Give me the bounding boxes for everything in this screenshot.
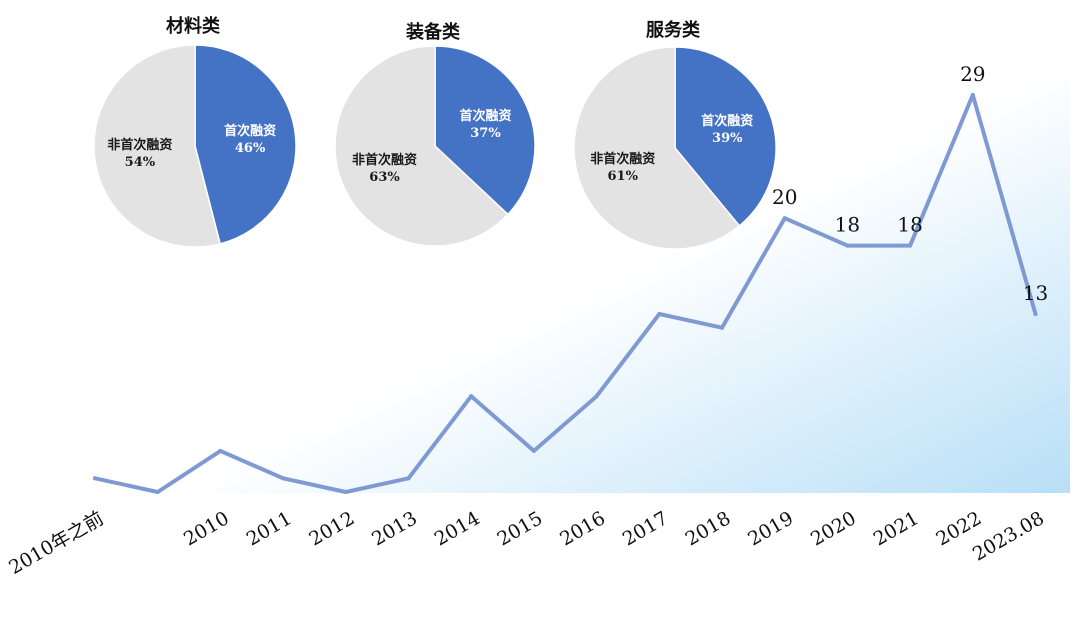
slice-label: 非首次融资 bbox=[590, 151, 655, 167]
slice-label: 非首次融资 bbox=[352, 152, 417, 168]
pie-slice bbox=[573, 46, 741, 250]
slice-percent: 54% bbox=[125, 155, 156, 170]
x-axis-ticks: 2010年之前 2010 2011 2012 2013 2014 2015 2016 2017 2… bbox=[5, 507, 1048, 579]
x-tick-label: 2013 bbox=[368, 507, 421, 550]
x-tick-label: 2019 bbox=[744, 507, 797, 550]
pie-slice bbox=[674, 46, 777, 227]
slice-label: 非首次融资 bbox=[107, 137, 172, 153]
data-point bbox=[155, 490, 160, 494]
slice-label: 首次融资 bbox=[224, 123, 276, 139]
data-point bbox=[657, 312, 662, 317]
data-point bbox=[720, 325, 724, 330]
data-point bbox=[531, 448, 536, 453]
data-point bbox=[970, 93, 975, 97]
data-point bbox=[908, 243, 913, 248]
data-label: 18 bbox=[835, 213, 860, 237]
x-tick-label: 2020 bbox=[807, 507, 860, 550]
data-label: 18 bbox=[897, 213, 922, 237]
pie-chart: 首次融资 37% 非首次融资 63% 装备类 bbox=[334, 21, 536, 247]
x-tick-label: 2012 bbox=[305, 507, 358, 550]
pie-title: 材料类 bbox=[166, 15, 221, 37]
pie-slice bbox=[334, 45, 509, 247]
data-point bbox=[1033, 312, 1038, 317]
data-point bbox=[469, 394, 474, 399]
pie-slice bbox=[194, 44, 297, 245]
line-series bbox=[93, 93, 1038, 494]
data-point bbox=[406, 476, 411, 481]
slice-label: 首次融资 bbox=[701, 113, 753, 129]
slice-percent: 63% bbox=[369, 170, 400, 185]
data-point bbox=[93, 476, 97, 481]
data-point bbox=[782, 216, 787, 221]
pie-charts: 首次融资46%非首次融资54%材料类首次融资37%非首次融资63%装备类首次融资… bbox=[93, 15, 777, 250]
pie-chart: 首次融资 46% 非首次融资 54% 材料类 bbox=[93, 15, 297, 248]
data-label: 20 bbox=[772, 185, 797, 209]
x-tick-label: 2021 bbox=[870, 507, 923, 550]
x-tick-label: 2017 bbox=[619, 507, 672, 550]
data-point bbox=[343, 490, 348, 494]
x-tick-label: 2015 bbox=[494, 507, 547, 550]
pie-slice bbox=[93, 44, 222, 248]
data-label: 29 bbox=[960, 62, 985, 86]
x-tick-label: 2014 bbox=[431, 507, 484, 550]
data-point bbox=[281, 476, 286, 481]
x-tick-label: 2023.08 bbox=[969, 507, 1048, 565]
x-tick-label: 2016 bbox=[556, 507, 609, 550]
data-point bbox=[845, 243, 850, 248]
slice-label: 首次融资 bbox=[459, 108, 511, 124]
x-tick-label: 2011 bbox=[243, 507, 296, 550]
data-point bbox=[218, 448, 223, 453]
data-label: 13 bbox=[1023, 281, 1048, 305]
slice-percent: 61% bbox=[608, 169, 639, 184]
pie-chart: 首次融资 39% 非首次融资 61% 服务类 bbox=[573, 19, 777, 250]
data-labels: 20 18 18 29 13 bbox=[772, 62, 1048, 305]
x-tick-label: 2018 bbox=[682, 507, 735, 550]
slice-percent: 37% bbox=[470, 126, 501, 141]
pie-title: 服务类 bbox=[646, 19, 701, 41]
data-point bbox=[594, 394, 599, 399]
series-line bbox=[93, 93, 1038, 494]
pie-slice bbox=[434, 45, 536, 216]
slice-percent: 46% bbox=[235, 141, 266, 156]
x-tick-label: 2010年之前 bbox=[5, 507, 107, 579]
x-tick-label: 2010 bbox=[180, 507, 233, 550]
pie-title: 装备类 bbox=[406, 21, 461, 43]
slice-percent: 39% bbox=[712, 131, 743, 146]
